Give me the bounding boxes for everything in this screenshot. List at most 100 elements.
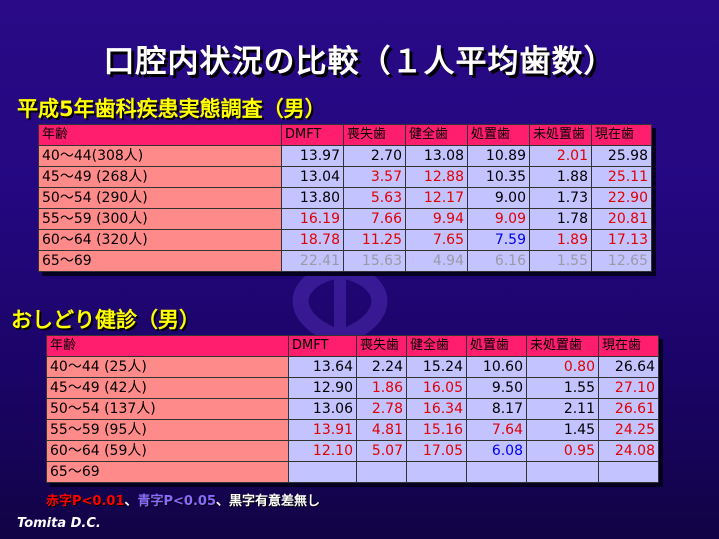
value-cell: 15.63: [343, 250, 406, 272]
value-cell: 2.11: [526, 398, 599, 420]
value-cell: 1.78: [529, 208, 592, 230]
value-cell: 1.89: [529, 229, 592, 251]
header-cell: 未処置歯: [529, 124, 592, 146]
header-cell: 年齢: [38, 124, 282, 146]
table-row: 50～54 (290人) 13.80 5.63 12.17 9.00 1.73 22.90: [38, 187, 652, 209]
value-cell: 27.10: [598, 377, 659, 399]
value-cell: 7.59: [467, 229, 530, 251]
value-cell: 17.13: [591, 229, 652, 251]
value-cell: 9.50: [466, 377, 527, 399]
value-cell: [526, 461, 599, 483]
header-cell: 処置歯: [466, 335, 527, 357]
value-cell: 1.55: [529, 250, 592, 272]
header-cell: DMFT: [281, 124, 344, 146]
value-cell: 16.34: [406, 398, 467, 420]
legend-separator: 、: [216, 494, 230, 509]
header-cell: 喪失歯: [343, 124, 406, 146]
header-cell: 処置歯: [467, 124, 530, 146]
value-cell: 2.70: [343, 145, 406, 167]
header-cell: 現在歯: [598, 335, 659, 357]
age-group-cell: 40～44(308人): [38, 145, 282, 167]
value-cell: 11.25: [343, 229, 406, 251]
value-cell: 12.88: [405, 166, 468, 188]
value-cell: 10.35: [467, 166, 530, 188]
value-cell: 12.65: [591, 250, 652, 272]
value-cell: 16.05: [406, 377, 467, 399]
value-cell: 13.80: [281, 187, 344, 209]
value-cell: 18.78: [281, 229, 344, 251]
value-cell: 16.19: [281, 208, 344, 230]
value-cell: 6.16: [467, 250, 530, 272]
value-cell: 8.17: [466, 398, 527, 420]
legend-blue: 青字P<0.05: [137, 494, 217, 509]
header-cell: 健全歯: [405, 124, 468, 146]
value-cell: 4.94: [405, 250, 468, 272]
value-cell: 12.17: [405, 187, 468, 209]
value-cell: [288, 461, 357, 483]
value-cell: 10.89: [467, 145, 530, 167]
header-cell: 年齢: [46, 335, 289, 357]
table-row: 60～64 (320人) 18.78 11.25 7.65 7.59 1.89 17.13: [38, 229, 652, 251]
value-cell: 1.88: [529, 166, 592, 188]
value-cell: 13.08: [405, 145, 468, 167]
value-cell: 5.63: [343, 187, 406, 209]
value-cell: 10.60: [466, 356, 527, 378]
table-row: 45～49 (268人) 13.04 3.57 12.88 10.35 1.88 25.11: [38, 166, 652, 188]
table-row: 65～69: [46, 461, 659, 483]
legend-separator: 、: [124, 494, 138, 509]
section2-heading: おしどり健診（男）: [11, 308, 200, 332]
age-group-cell: 60～64 (320人): [38, 229, 282, 251]
value-cell: [466, 461, 527, 483]
age-group-cell: 45～49 (42人): [46, 377, 289, 399]
age-group-cell: 55～59 (300人): [38, 208, 282, 230]
value-cell: 17.05: [406, 440, 467, 462]
value-cell: 22.41: [281, 250, 344, 272]
table-header-row: 年齢 DMFT 喪失歯 健全歯 処置歯 未処置歯 現在歯: [46, 335, 659, 357]
value-cell: 13.97: [281, 145, 344, 167]
significance-legend: 赤字P<0.01、青字P<0.05、黒字有意差無し: [46, 490, 320, 509]
age-group-cell: 45～49 (268人): [38, 166, 282, 188]
value-cell: 25.11: [591, 166, 652, 188]
value-cell: 9.94: [405, 208, 468, 230]
value-cell: [406, 461, 467, 483]
value-cell: 13.64: [288, 356, 357, 378]
value-cell: [598, 461, 659, 483]
value-cell: 2.24: [356, 356, 407, 378]
value-cell: 20.81: [591, 208, 652, 230]
table-header-row: 年齢 DMFT 喪失歯 健全歯 処置歯 未処置歯 現在歯: [38, 124, 652, 146]
value-cell: 2.01: [529, 145, 592, 167]
age-group-cell: 50～54 (290人): [38, 187, 282, 209]
value-cell: 9.09: [467, 208, 530, 230]
value-cell: 12.90: [288, 377, 357, 399]
age-group-cell: 50～54 (137人): [46, 398, 289, 420]
legend-black: 黒字有意差無し: [229, 494, 321, 509]
header-cell: 健全歯: [406, 335, 467, 357]
table-row: 60～64 (59人) 12.10 5.07 17.05 6.08 0.95 24.08: [46, 440, 659, 462]
age-group-cell: 65～69: [46, 461, 289, 483]
footer-credit: Tomita D.C.: [17, 516, 101, 531]
header-cell: 未処置歯: [526, 335, 599, 357]
value-cell: 15.24: [406, 356, 467, 378]
table-row: 40～44(308人) 13.97 2.70 13.08 10.89 2.01 25.98: [38, 145, 652, 167]
value-cell: 1.45: [526, 419, 599, 441]
value-cell: 15.16: [406, 419, 467, 441]
value-cell: 7.66: [343, 208, 406, 230]
value-cell: 3.57: [343, 166, 406, 188]
value-cell: 24.08: [598, 440, 659, 462]
value-cell: 25.98: [591, 145, 652, 167]
header-cell: 喪失歯: [356, 335, 407, 357]
value-cell: 1.55: [526, 377, 599, 399]
value-cell: 12.10: [288, 440, 357, 462]
header-cell: 現在歯: [591, 124, 652, 146]
table-row: 65～69 22.41 15.63 4.94 6.16 1.55 12.65: [38, 250, 652, 272]
table-row: 50～54 (137人) 13.06 2.78 16.34 8.17 2.11 26.61: [46, 398, 659, 420]
age-group-cell: 65～69: [38, 250, 282, 272]
value-cell: 7.65: [405, 229, 468, 251]
section2-table: 年齢 DMFT 喪失歯 健全歯 処置歯 未処置歯 現在歯 40～44 (25人)…: [46, 335, 659, 483]
table-row: 40～44 (25人) 13.64 2.24 15.24 10.60 0.80 26.64: [46, 356, 659, 378]
value-cell: 5.07: [356, 440, 407, 462]
value-cell: 0.80: [526, 356, 599, 378]
value-cell: 24.25: [598, 419, 659, 441]
value-cell: 22.90: [591, 187, 652, 209]
age-group-cell: 55～59 (95人): [46, 419, 289, 441]
